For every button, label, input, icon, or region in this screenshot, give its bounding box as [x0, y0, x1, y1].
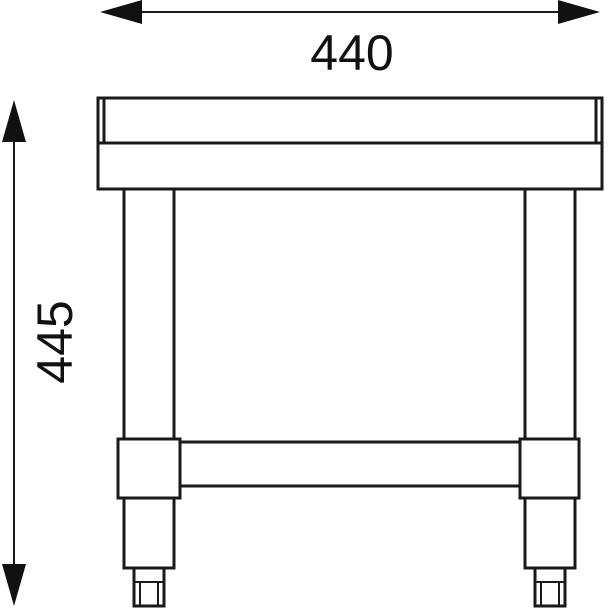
- worktop-upstand: [96, 96, 604, 145]
- height-arrow-bottom: [2, 564, 26, 606]
- right-leg: [523, 187, 577, 441]
- worktop-front-edge: [96, 141, 604, 191]
- width-arrow-right: [558, 0, 600, 24]
- width-dimension: 440: [100, 0, 600, 81]
- width-label: 440: [310, 25, 393, 81]
- height-dimension: 445: [2, 100, 83, 606]
- undershelf-crossbar: [178, 440, 522, 488]
- left-foot: [132, 566, 166, 608]
- right-foot: [533, 566, 567, 608]
- height-arrow-top: [2, 100, 26, 142]
- left-leg: [122, 187, 176, 441]
- height-label: 445: [27, 300, 83, 383]
- right-lower-leg: [523, 496, 577, 570]
- right-corner-bracket: [518, 437, 581, 500]
- width-arrow-left: [100, 0, 142, 24]
- stand-drawing: [96, 96, 604, 608]
- left-lower-leg: [122, 496, 176, 570]
- left-corner-bracket: [116, 437, 182, 500]
